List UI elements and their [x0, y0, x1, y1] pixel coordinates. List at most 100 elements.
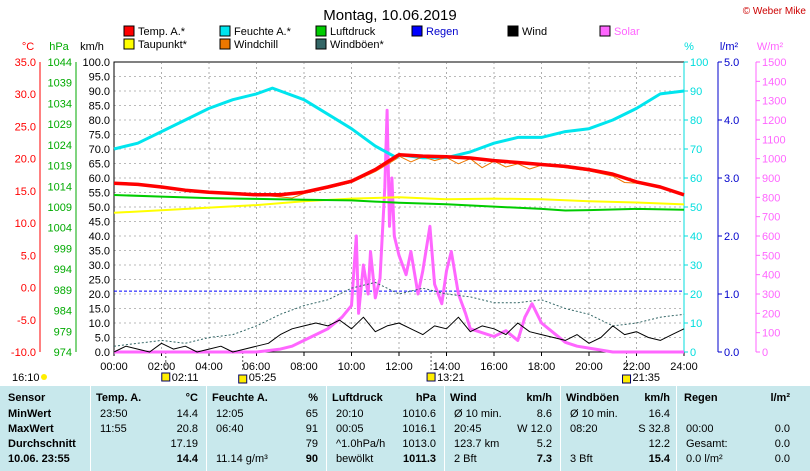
wind-axis-tick-label: 15.0: [89, 304, 110, 316]
x-tick-label: 22:00: [623, 361, 651, 373]
wind-axis-unit: km/h: [80, 41, 104, 53]
temp-axis-tick-label: 20.0: [15, 154, 36, 166]
wind-axis-tick-label: 30.0: [89, 260, 110, 272]
wind-axis-tick-label: 65.0: [89, 159, 110, 171]
humidity-axis-tick-label: 50: [690, 202, 702, 214]
marker-icon: [161, 372, 171, 382]
wind-axis-tick-label: 90.0: [89, 86, 110, 98]
wind-axis-tick-label: 55.0: [89, 188, 110, 200]
pressure-axis-tick-label: 1004: [48, 223, 72, 235]
legend-swatch: [219, 25, 231, 37]
table-column-divider: [206, 386, 207, 471]
x-tick-label: 20:00: [575, 361, 603, 373]
table-column-divider: [560, 386, 561, 471]
legend-swatch: [219, 38, 231, 50]
solar-axis-tick-label: 1400: [762, 76, 786, 88]
table-cell-temp-time: 11:55: [100, 423, 127, 435]
table-cell-pressure-time: 00:05: [336, 423, 364, 435]
sunrise-label: 16:10: [12, 372, 40, 384]
table-cell-temp-value: 17.19: [170, 438, 198, 450]
legend-label: Solar: [614, 26, 640, 38]
solar-axis-tick-label: 1500: [762, 57, 786, 69]
legend-swatch: [315, 38, 327, 50]
table-cell-wind-value: 7.3: [536, 453, 552, 465]
table-cell-gust-value: 16.4: [648, 408, 670, 420]
table-cell-wind-value: 5.2: [536, 438, 552, 450]
pressure-axis-tick-label: 1009: [48, 202, 72, 214]
legend-label: Wind: [522, 26, 547, 38]
wind-axis-tick-label: 70.0: [89, 144, 110, 156]
legend-label: Regen: [426, 26, 458, 38]
x-tick-label: 04:00: [195, 361, 223, 373]
pressure-axis-tick-label: 999: [54, 243, 72, 255]
table-cell-humidity-time: 06:40: [216, 423, 244, 435]
table-header-wind: Wind: [450, 392, 477, 404]
x-tick-label: 08:00: [290, 361, 318, 373]
wind-axis-tick-label: 0.0: [95, 347, 110, 359]
humidity-axis-tick-label: 100: [690, 57, 708, 69]
table-cell-wind-value: 8.6: [536, 408, 552, 420]
table-cell-humidity-time: 12:05: [216, 408, 244, 420]
wind-axis-tick-label: 5.0: [95, 333, 110, 345]
legend-swatch: [507, 25, 519, 37]
table-cell-humidity-value: 65: [305, 408, 318, 420]
humidity-axis-tick-label: 70: [690, 144, 702, 156]
table-header-pressure: Luftdruck: [332, 392, 383, 404]
table-cell-pressure-time: 20:10: [336, 408, 364, 420]
table-cell-rain-value: 0.0: [774, 423, 790, 435]
humidity-axis-tick-label: 60: [690, 173, 702, 185]
table-cell-humidity-value: 91: [305, 423, 318, 435]
table-cell-gust-value: 15.4: [648, 453, 670, 465]
table-header-wind-unit: km/h: [526, 392, 552, 404]
marker-icon: [622, 374, 632, 384]
dewpoint-series: [113, 196, 685, 214]
table-cell-rain-desc: 0.0 l/m²: [686, 453, 723, 465]
table-cell-temp-time: 23:50: [100, 408, 128, 420]
wind-axis-tick-label: 95.0: [89, 72, 110, 84]
table-column-divider: [326, 386, 327, 471]
table-column-divider: [676, 386, 677, 471]
table-row-label: MinWert: [8, 408, 52, 420]
temp-axis-tick-label: 15.0: [15, 186, 36, 198]
pressure-axis-tick-label: 1014: [48, 181, 72, 193]
table-cell-gust-desc: Ø 10 min.: [570, 408, 618, 420]
wind-axis-tick-label: 60.0: [89, 173, 110, 185]
temp-axis-tick-label: 25.0: [15, 121, 36, 133]
wind-axis-tick-label: 35.0: [89, 246, 110, 258]
x-tick-label: 14:00: [433, 361, 461, 373]
marker-label: 13:21: [437, 372, 465, 384]
rain-axis-tick-label: 4.0: [724, 115, 739, 127]
marker-label: 02:11: [172, 372, 199, 384]
solar-axis-unit: W/m²: [757, 41, 784, 53]
table-cell-humidity-time: 11.14 g/m³: [216, 453, 268, 465]
x-tick-label: 10:00: [338, 361, 366, 373]
table-header-temp-unit: °C: [185, 392, 198, 404]
legend-swatch: [411, 25, 423, 37]
rain-axis-tick-label: 3.0: [724, 173, 739, 185]
table-cell-gust-desc: 08:20: [570, 423, 598, 435]
table-header-sensor: Sensor: [8, 392, 46, 404]
table-cell-temp-value: 20.8: [176, 423, 198, 435]
table-header-gust: Windböen: [566, 392, 620, 404]
pressure-axis-tick-label: 989: [54, 285, 72, 297]
temp-axis-unit: °C: [22, 41, 34, 53]
rain-axis-unit: l/m²: [720, 41, 739, 53]
legend-label: Taupunkt*: [138, 39, 188, 51]
wind-axis-tick-label: 45.0: [89, 217, 110, 229]
solar-axis-tick-label: 200: [762, 308, 780, 320]
table-header-gust-unit: km/h: [644, 392, 670, 404]
table-cell-wind-value: W 12.0: [517, 423, 552, 435]
legend-swatch: [599, 25, 611, 37]
temp-axis-tick-label: 30.0: [15, 89, 36, 101]
table-cell-pressure-value: 1011.3: [402, 453, 436, 465]
wind-axis-tick-label: 100.0: [82, 57, 110, 69]
solar-axis-tick-label: 1300: [762, 96, 786, 108]
legend-label: Luftdruck: [330, 26, 376, 38]
wind-axis-tick-label: 20.0: [89, 289, 110, 301]
x-tick-label: 16:00: [480, 361, 508, 373]
humidity-axis-tick-label: 80: [690, 115, 702, 127]
temp-axis-tick-label: 10.0: [15, 218, 36, 230]
x-tick-label: 24:00: [670, 361, 698, 373]
marker-icon: [238, 374, 248, 384]
